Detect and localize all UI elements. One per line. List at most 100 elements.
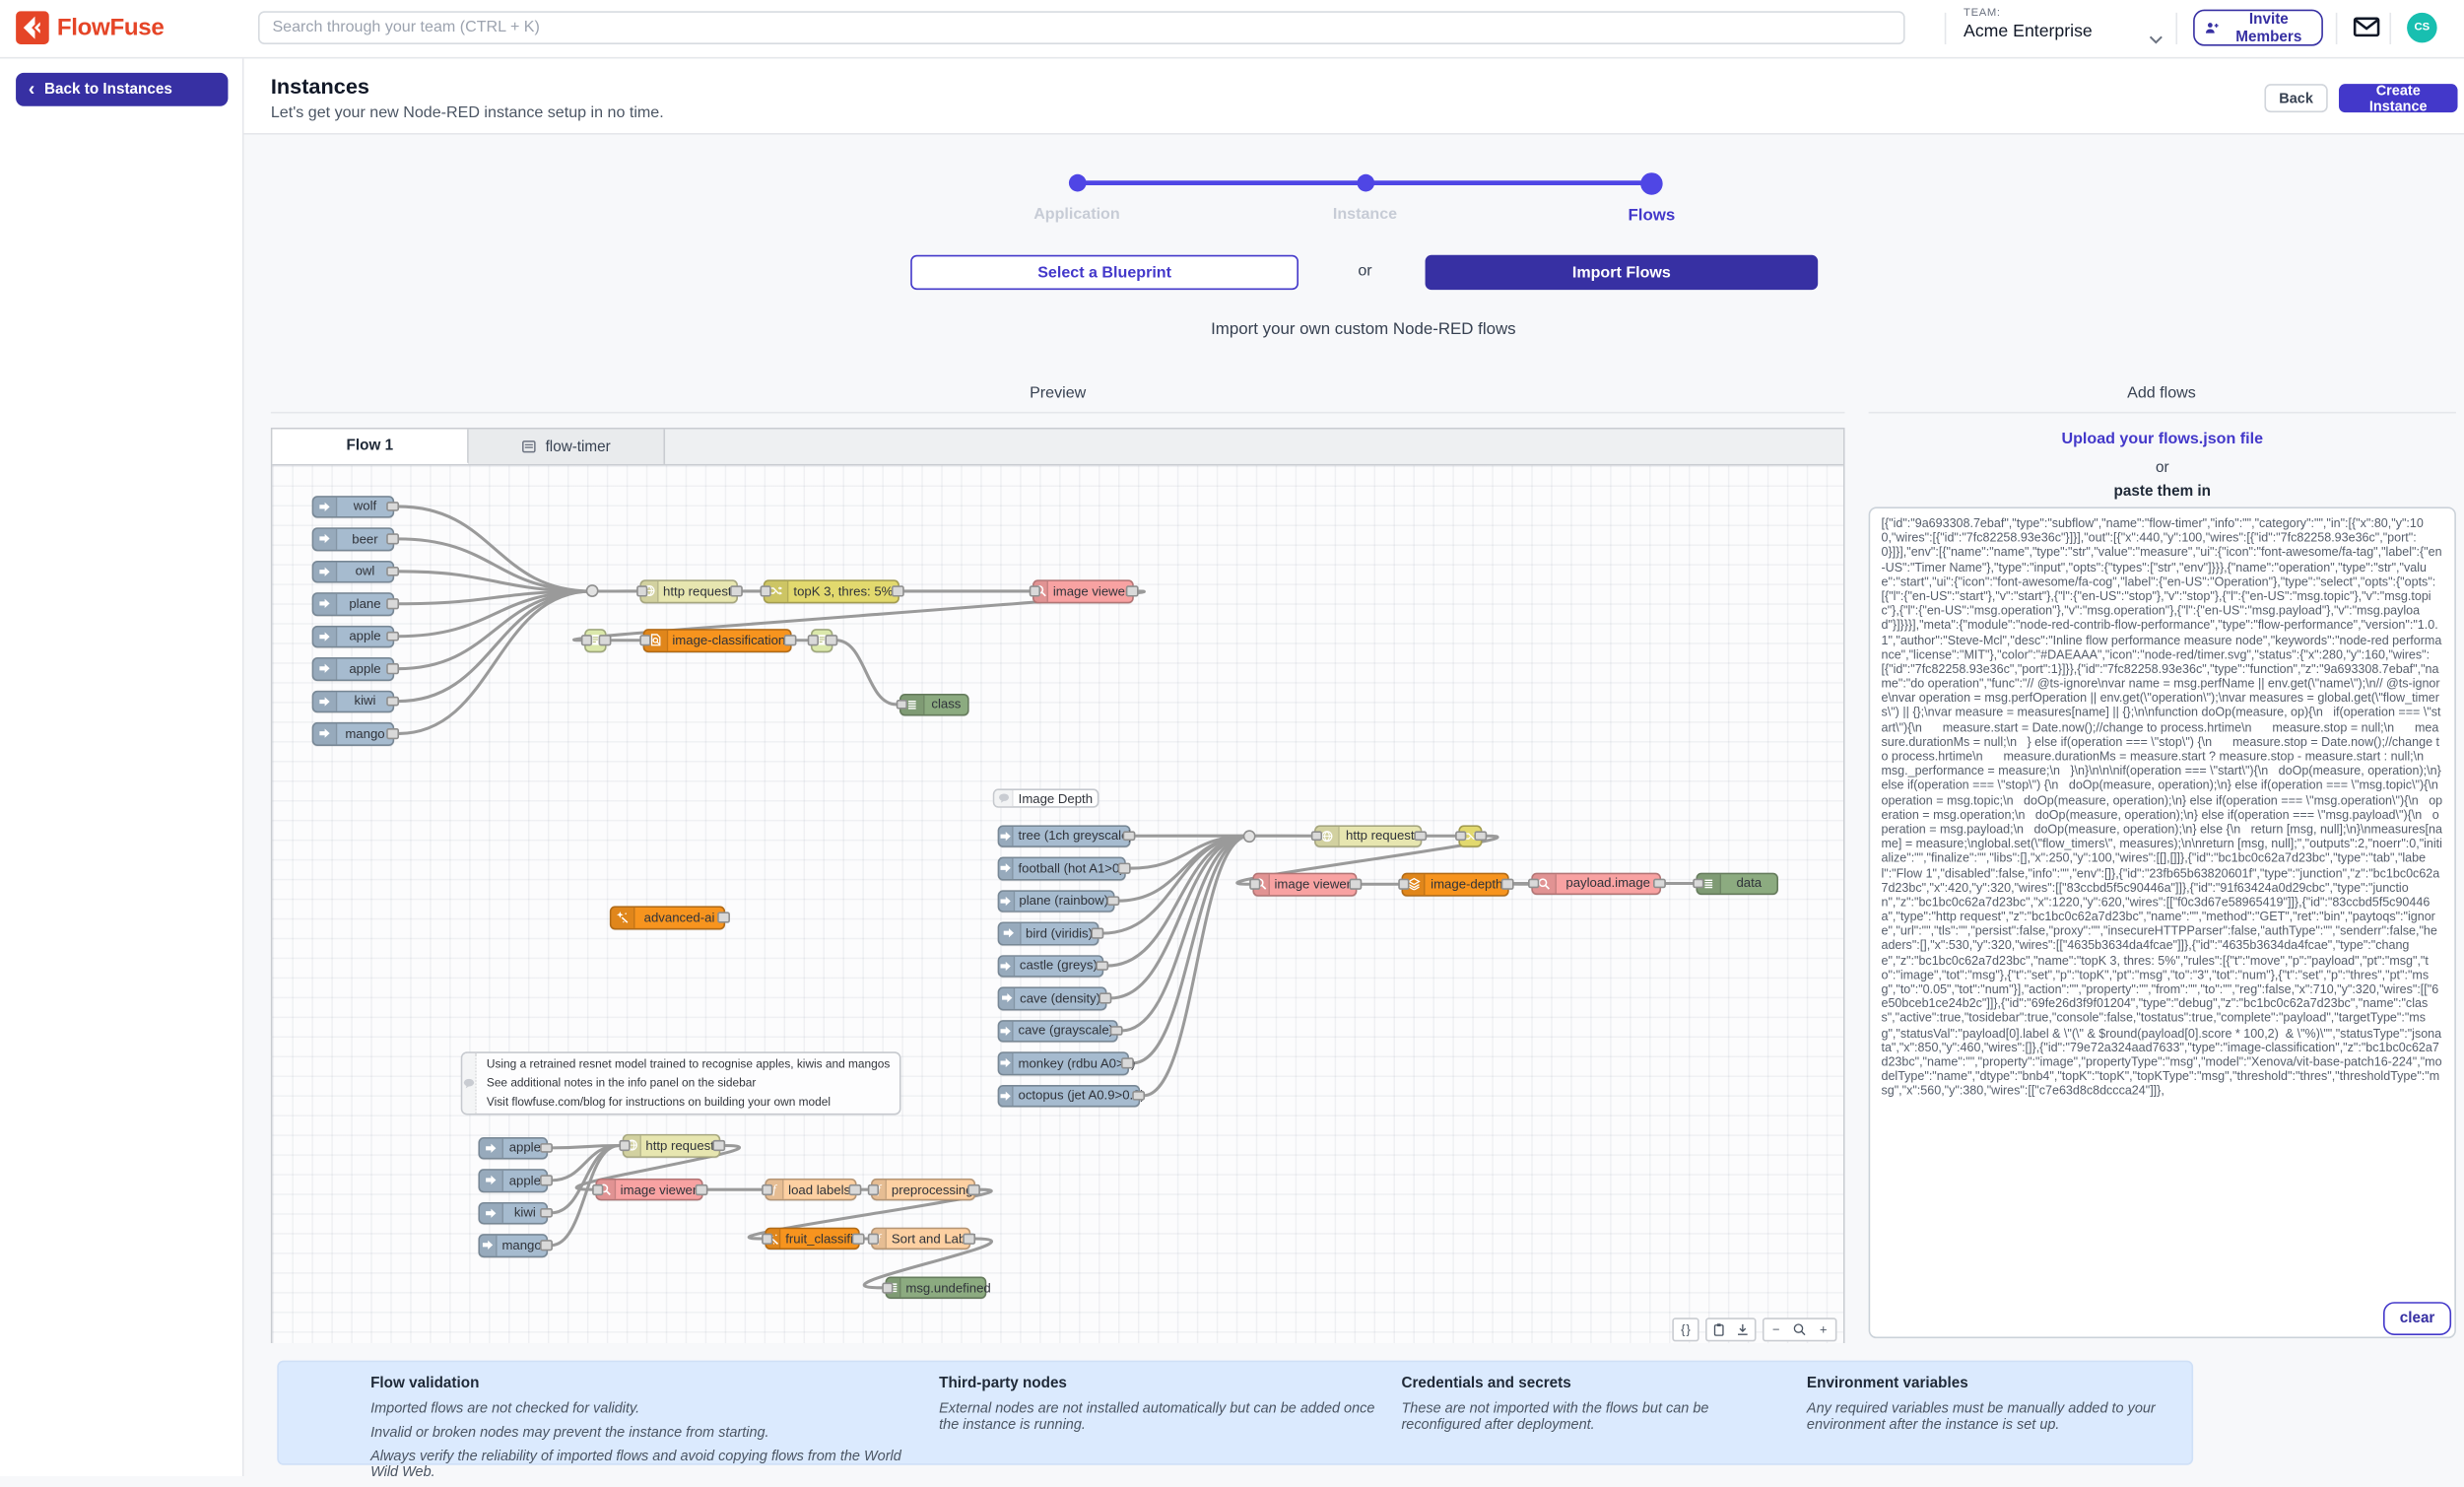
flow-node-msg-undefined[interactable]: msg.undefined [885, 1276, 986, 1299]
flow-node-wolf[interactable]: wolf [312, 495, 395, 517]
input-port[interactable] [635, 586, 647, 596]
input-port[interactable] [881, 1283, 893, 1293]
input-port[interactable] [1397, 879, 1409, 889]
clear-button[interactable]: clear [2383, 1302, 2451, 1335]
flow-node-football-hot-a1-0-[interactable]: football (hot A1>0) [998, 857, 1126, 880]
flow-node-plane[interactable]: plane [312, 592, 395, 615]
clipboard-icon[interactable] [1707, 1319, 1731, 1340]
flow-node-mango[interactable]: mango [312, 722, 395, 745]
input-port[interactable] [760, 586, 771, 596]
output-port[interactable] [540, 1176, 552, 1185]
flow-node-cB[interactable] [1458, 825, 1482, 847]
output-port[interactable] [386, 663, 398, 673]
input-port[interactable] [1248, 879, 1260, 889]
output-port[interactable] [386, 632, 398, 642]
mail-icon[interactable] [2353, 16, 2379, 46]
output-port[interactable] [540, 1208, 552, 1218]
output-port[interactable] [1414, 831, 1426, 841]
input-port[interactable] [867, 1184, 879, 1194]
flow-node-apple[interactable]: apple [478, 1169, 548, 1191]
flow-node-monkey-rdbu-a0-1-[interactable]: monkey (rdbu A0>1) [998, 1051, 1129, 1074]
output-port[interactable] [1107, 896, 1119, 906]
team-selector[interactable]: TEAM: Acme Enterprise [1964, 8, 2093, 41]
input-port[interactable] [1454, 831, 1466, 841]
flow-node-tree-1ch-greyscale-[interactable]: tree (1ch greyscale) [998, 825, 1131, 847]
output-port[interactable] [386, 696, 398, 706]
input-port[interactable] [867, 1234, 879, 1244]
zoom-reset-icon[interactable] [1788, 1319, 1812, 1340]
flow-node-mango[interactable]: mango [478, 1234, 548, 1256]
flow-node-image-viewer[interactable]: image viewer [595, 1179, 702, 1201]
flow-node-image-classification[interactable]: image-classification [643, 629, 792, 651]
back-button[interactable]: Back [2264, 84, 2327, 112]
output-port[interactable] [892, 586, 903, 596]
zoom-out-icon[interactable]: − [1765, 1319, 1788, 1340]
create-instance-button[interactable]: Create Instance [2339, 84, 2458, 112]
output-port[interactable] [386, 534, 398, 544]
flow-node-octopus-jet-a0-9-0-3-[interactable]: octopus (jet A0.9>0.3) [998, 1084, 1141, 1107]
input-port[interactable] [1692, 878, 1703, 888]
output-port[interactable] [1118, 863, 1130, 873]
input-port[interactable] [580, 636, 592, 645]
output-port[interactable] [963, 1234, 974, 1244]
flow-node-preprocessing[interactable]: fpreprocessing [871, 1179, 975, 1201]
output-port[interactable] [825, 636, 836, 645]
input-port[interactable] [807, 636, 819, 645]
output-port[interactable] [1126, 586, 1138, 596]
flow-node-plane-rainbow-[interactable]: plane (rainbow) [998, 889, 1115, 912]
output-port[interactable] [1091, 928, 1102, 938]
output-port[interactable] [696, 1184, 707, 1194]
output-port[interactable] [1132, 1091, 1144, 1101]
flow-node-image-viewer[interactable]: image viewer [1252, 873, 1357, 896]
import-flows-button[interactable]: Import Flows [1426, 255, 1819, 290]
output-port[interactable] [717, 912, 729, 922]
output-port[interactable] [599, 636, 611, 645]
flow-node-fruit-classifier[interactable]: fruit_classifier [765, 1227, 859, 1250]
input-port[interactable] [761, 1184, 772, 1194]
output-port[interactable] [386, 599, 398, 609]
output-port[interactable] [386, 728, 398, 738]
flow-node-s1[interactable] [584, 629, 607, 651]
tab-flow-timer[interactable]: flow-timer [469, 430, 665, 464]
output-port[interactable] [1349, 879, 1361, 889]
input-port[interactable] [1310, 831, 1322, 841]
input-port[interactable] [591, 1184, 603, 1194]
flow-node-bird-viridis-[interactable]: bird (viridis) [998, 921, 1099, 944]
flow-node-advanced-ai[interactable]: advanced-ai [610, 906, 725, 928]
output-port[interactable] [540, 1241, 552, 1250]
flow-node-apple[interactable]: apple [312, 625, 395, 647]
output-port[interactable] [1110, 1026, 1122, 1036]
download-icon[interactable] [1731, 1319, 1755, 1340]
output-port[interactable] [1099, 993, 1110, 1003]
flow-node-apple[interactable]: apple [478, 1136, 548, 1159]
upload-flows-link[interactable]: Upload your flows.json file [1869, 431, 2456, 448]
step-dot-application[interactable] [1068, 174, 1086, 192]
flow-node-image-depth[interactable]: image-depth [1401, 873, 1508, 896]
flows-json-input[interactable]: [{"id":"9a693308.7ebaf","type":"subflow"… [1869, 507, 2456, 1338]
flowfuse-logo[interactable]: FlowFuse [16, 11, 164, 44]
flow-node-payload-image[interactable]: payload.image [1531, 872, 1661, 895]
flow-junction[interactable] [586, 585, 599, 598]
search-input[interactable] [258, 11, 1905, 44]
code-braces-icon[interactable]: { } [1674, 1319, 1698, 1340]
flow-node-beer[interactable]: beer [312, 527, 395, 550]
flow-node-cave-grayscale-[interactable]: cave (grayscale) [998, 1019, 1118, 1042]
tab-flow-1[interactable]: Flow 1 [272, 430, 468, 464]
flow-node-class[interactable]: class [899, 693, 969, 715]
step-dot-flows[interactable] [1640, 171, 1663, 194]
input-port[interactable] [619, 1140, 631, 1150]
select-blueprint-button[interactable]: Select a Blueprint [910, 255, 1299, 290]
flow-node-kiwi[interactable]: kiwi [478, 1201, 548, 1224]
output-port[interactable] [1474, 831, 1486, 841]
input-port[interactable] [1029, 586, 1040, 596]
output-port[interactable] [784, 636, 796, 645]
flow-node-http-request[interactable]: http request [639, 579, 738, 602]
flow-node-s2[interactable] [811, 629, 833, 651]
flow-node-owl[interactable]: owl [312, 560, 395, 582]
chevron-down-icon[interactable] [2149, 24, 2163, 52]
flow-node-image-depth[interactable]: Image Depth [993, 788, 1099, 807]
input-port[interactable] [1527, 878, 1539, 888]
flow-node-http-request[interactable]: http request [1314, 825, 1422, 847]
